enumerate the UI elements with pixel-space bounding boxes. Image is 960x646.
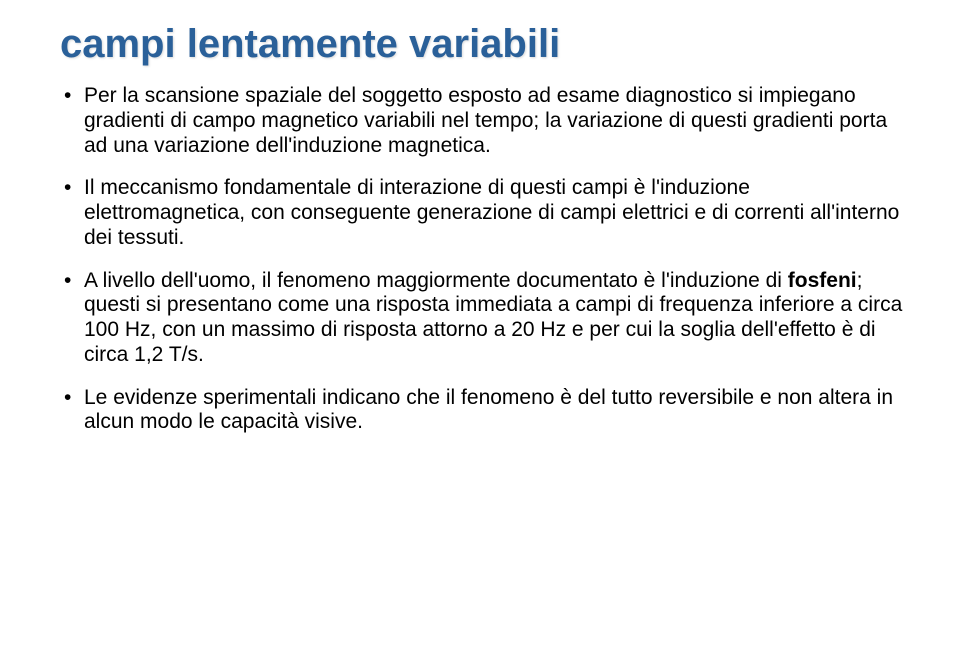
slide-title: campi lentamente variabili <box>60 22 910 66</box>
bullet-text: Per la scansione spaziale del soggetto e… <box>84 84 887 157</box>
bullet-item: Il meccanismo fondamentale di interazion… <box>60 176 910 250</box>
bullet-text-bold: fosfeni <box>788 269 857 292</box>
bullet-item: Le evidenze sperimentali indicano che il… <box>60 386 910 436</box>
bullet-text: Le evidenze sperimentali indicano che il… <box>84 386 893 434</box>
bullet-text: Il meccanismo fondamentale di interazion… <box>84 176 899 249</box>
bullet-list: Per la scansione spaziale del soggetto e… <box>60 84 910 435</box>
bullet-item: A livello dell'uomo, il fenomeno maggior… <box>60 269 910 368</box>
bullet-text: A livello dell'uomo, il fenomeno maggior… <box>84 269 788 292</box>
slide-container: campi lentamente variabili Per la scansi… <box>0 0 960 646</box>
bullet-item: Per la scansione spaziale del soggetto e… <box>60 84 910 158</box>
